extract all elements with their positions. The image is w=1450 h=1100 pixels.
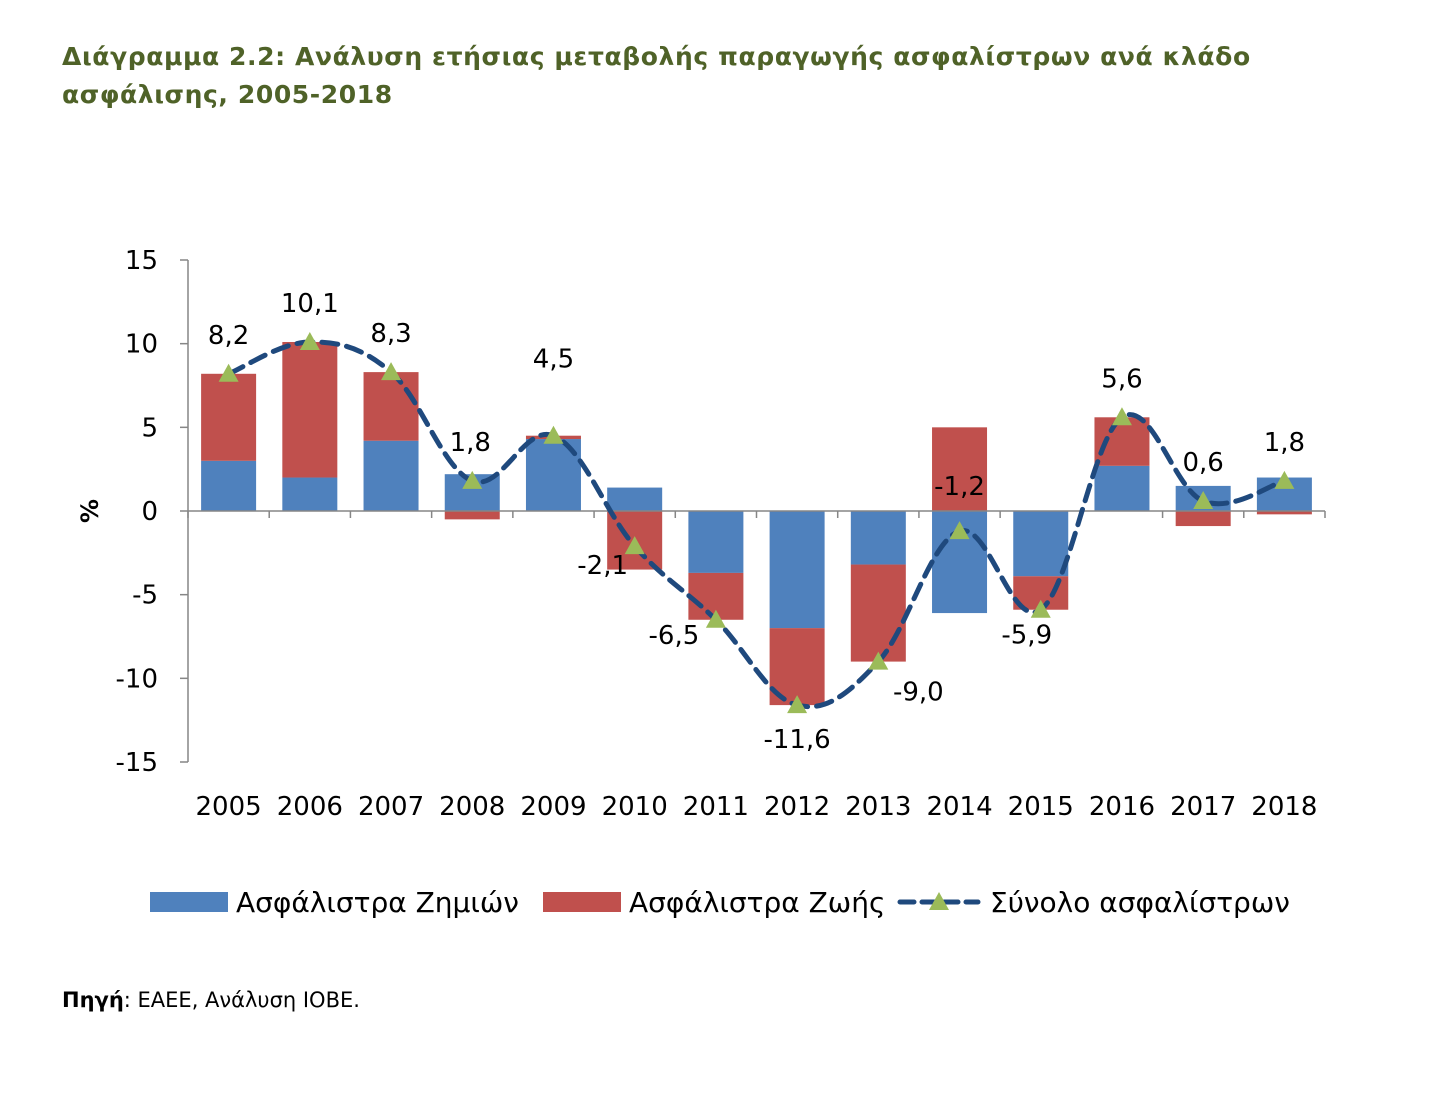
source-text: : ΕΑΕΕ, Ανάλυση ΙΟΒΕ. <box>123 988 360 1012</box>
total-marker-2013 <box>868 651 889 670</box>
x-tick-label-2016: 2016 <box>1089 792 1155 822</box>
x-tick-label-2013: 2013 <box>845 792 911 822</box>
chart-title: Διάγραμμα 2.2: Ανάλυση ετήσιας μεταβολής… <box>62 42 1251 109</box>
data-label-2018: 1,8 <box>1264 428 1305 458</box>
data-label-2014: -1,2 <box>934 472 985 502</box>
x-tick-label-2005: 2005 <box>196 792 262 822</box>
legend: Ασφάλιστρα Ζημιών Ασφάλιστρα Ζωής Σύνολο α… <box>150 886 1290 919</box>
y-tick-label: -15 <box>116 748 158 778</box>
legend-swatch-1 <box>543 892 621 912</box>
bar-damages-2005 <box>201 460 257 511</box>
total-marker-2012 <box>787 695 808 714</box>
data-label-2016: 5,6 <box>1101 364 1142 394</box>
bar-damages-2015 <box>1013 511 1069 577</box>
bar-damages-2011 <box>688 511 744 573</box>
data-label-2017: 0,6 <box>1182 448 1223 478</box>
y-tick-label: 15 <box>125 246 158 276</box>
total-marker-2011 <box>705 609 726 628</box>
y-tick-label: -10 <box>116 664 158 694</box>
data-label-2006: 10,1 <box>281 289 339 319</box>
bar-life-2014 <box>932 427 988 511</box>
data-label-2007: 8,3 <box>370 319 411 349</box>
total-marker-2017 <box>1193 490 1214 509</box>
bar-damages-2010 <box>607 487 663 511</box>
y-tick-label: -5 <box>132 581 158 611</box>
data-label-2010: -2,1 <box>577 551 628 581</box>
total-marker-2018 <box>1274 470 1295 489</box>
bar-life-2017 <box>1175 511 1231 527</box>
legend-swatch-0 <box>150 892 228 912</box>
x-tick-label-2012: 2012 <box>764 792 830 822</box>
total-marker-2016 <box>1111 407 1132 426</box>
x-tick-label-2010: 2010 <box>602 792 668 822</box>
bar-life-2007 <box>363 372 419 441</box>
total-marker-2006 <box>299 331 320 350</box>
bar-damages-2006 <box>282 477 338 511</box>
total-marker-2010 <box>624 536 645 555</box>
total-marker-2005 <box>218 363 239 382</box>
data-label-2005: 8,2 <box>208 321 249 351</box>
bar-damages-2016 <box>1094 465 1150 511</box>
bar-damages-2012 <box>769 511 825 629</box>
x-tick-label-2008: 2008 <box>439 792 505 822</box>
source-note: Πηγή: ΕΑΕΕ, Ανάλυση ΙΟΒΕ. <box>62 988 360 1012</box>
legend-swatch-marker <box>929 892 949 910</box>
x-tick-label-2017: 2017 <box>1170 792 1236 822</box>
bar-life-2006 <box>282 341 338 478</box>
legend-label-1: Ασφάλιστρα Ζωής <box>629 886 885 919</box>
data-label-2011: -6,5 <box>649 621 700 651</box>
data-label-2012: -11,6 <box>763 725 830 755</box>
bar-life-2013 <box>850 564 906 662</box>
legend-label-0: Ασφάλιστρα Ζημιών <box>236 886 519 919</box>
total-marker-2007 <box>381 362 402 381</box>
x-tick-label-2015: 2015 <box>1008 792 1074 822</box>
x-tick-label-2018: 2018 <box>1251 792 1317 822</box>
data-label-2015: -5,9 <box>1001 621 1052 651</box>
total-marker-2009 <box>543 425 564 444</box>
y-tick-label: 5 <box>141 413 158 443</box>
x-tick-label-2006: 2006 <box>277 792 343 822</box>
legend-label-2: Σύνολο ασφαλίστρων <box>990 886 1290 919</box>
bar-damages-2007 <box>363 440 419 511</box>
plot-area: 15 10 5 0 -5 -10 -15% 2005 2006 2007 2008 2009 2010 2… <box>76 246 1326 822</box>
data-label-2009: 4,5 <box>533 345 574 375</box>
x-tick-label-2007: 2007 <box>358 792 424 822</box>
x-tick-label-2011: 2011 <box>683 792 749 822</box>
x-tick-label-2009: 2009 <box>520 792 586 822</box>
y-axis-label: % <box>76 499 104 523</box>
data-label-2008: 1,8 <box>450 428 491 458</box>
y-tick-label: 0 <box>141 497 158 527</box>
total-marker-2008 <box>462 470 483 489</box>
bar-life-2018 <box>1256 511 1312 515</box>
total-marker-2015 <box>1030 599 1051 618</box>
data-label-2013: -9,0 <box>893 678 944 708</box>
bar-life-2005 <box>201 373 257 461</box>
bar-life-2008 <box>444 511 500 520</box>
y-tick-label: 10 <box>125 330 158 360</box>
total-marker-2014 <box>949 521 970 540</box>
source-label: Πηγή <box>62 988 124 1012</box>
bar-damages-2013 <box>850 511 906 565</box>
total-line <box>226 339 1287 710</box>
x-tick-label-2014: 2014 <box>926 792 992 822</box>
